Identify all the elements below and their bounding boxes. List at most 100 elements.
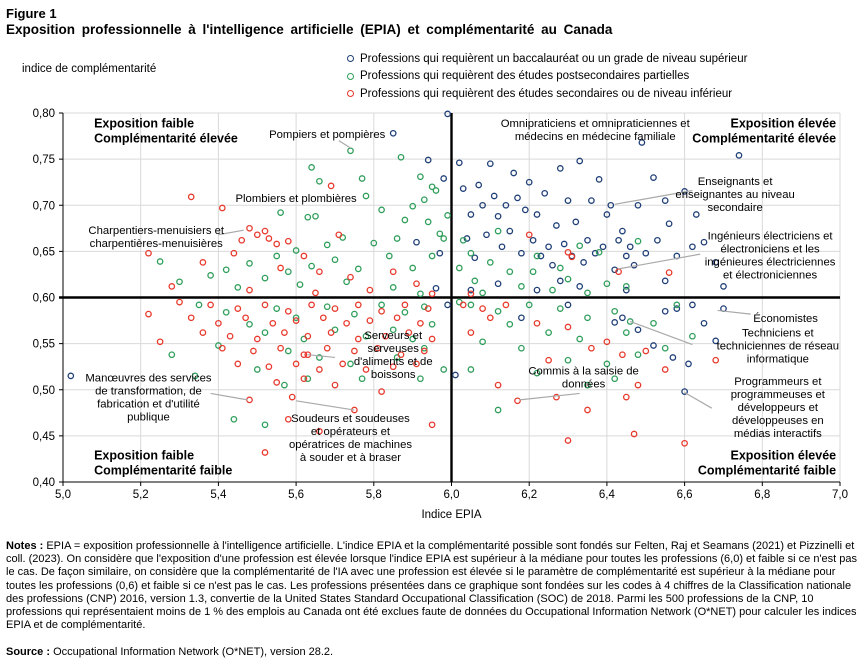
data-point (362, 366, 370, 373)
data-point (661, 197, 669, 204)
data-point (518, 283, 525, 290)
data-point (619, 351, 626, 359)
y-tick-label: 0,70 (33, 200, 55, 212)
data-point (712, 259, 720, 266)
data-point (471, 277, 479, 285)
data-point (273, 379, 281, 386)
callout-lines (210, 140, 751, 411)
data-point (650, 319, 657, 327)
notes-body: EPIA = exposition professionnelle à l'in… (6, 540, 857, 632)
data-point (541, 189, 549, 197)
data-point (389, 129, 397, 137)
data-point (389, 284, 397, 291)
annotation-manoeuvres: Manœuvres des services de transformation,… (85, 373, 212, 424)
data-point (681, 388, 688, 395)
data-point (304, 332, 312, 340)
data-point (619, 227, 626, 235)
data-point (444, 301, 451, 309)
data-point (413, 280, 420, 288)
data-point (545, 356, 552, 364)
data-point (467, 249, 475, 257)
data-point (611, 375, 619, 383)
data-point (401, 216, 409, 224)
data-point (176, 278, 183, 286)
data-point (440, 175, 448, 182)
annotation-economistes: Économistes (753, 312, 818, 325)
data-point (168, 351, 176, 359)
x-tick-label: 7,0 (832, 489, 848, 501)
data-point (316, 354, 323, 361)
data-point (622, 393, 630, 401)
data-point (467, 211, 475, 218)
quadrant-label-top-right: Exposition élevée Complémentarité élevée (692, 116, 836, 145)
data-point (689, 301, 696, 309)
data-point (246, 286, 253, 294)
data-point (595, 248, 603, 256)
data-point (498, 243, 506, 251)
data-point (436, 230, 444, 238)
data-point (440, 235, 448, 242)
data-point (230, 249, 238, 257)
data-point (261, 421, 269, 429)
data-point (401, 301, 409, 309)
legend-item-baccalaureat: Professions qui requièrent un baccalauré… (347, 50, 747, 68)
data-point (397, 351, 405, 359)
data-point (428, 183, 436, 191)
data-point (564, 323, 572, 331)
quadrant-labels: Exposition faible Complémentarité élevée E… (94, 116, 836, 477)
data-point (634, 326, 642, 334)
annotation-pompiers: Pompiers et pompières (269, 129, 386, 141)
data-point (459, 185, 467, 192)
annotation-commis: Commis à la saisie de données (528, 365, 639, 390)
data-point (654, 236, 661, 244)
data-point (191, 372, 199, 380)
annotation-soudeurs: Soudeurs et soudeuses et opérateurs et opé… (289, 413, 412, 464)
data-point (358, 375, 366, 383)
y-tick-label: 0,55 (33, 339, 55, 351)
data-point (145, 310, 152, 318)
data-point (417, 173, 424, 181)
x-tick-label: 5,2 (133, 489, 149, 501)
data-point (537, 252, 545, 260)
data-point (250, 347, 257, 355)
data-point (626, 318, 634, 325)
data-point (486, 259, 494, 266)
data-point (195, 301, 203, 309)
figure-title: Exposition professionnelle à l'intellige… (6, 22, 613, 37)
data-point (518, 344, 525, 352)
data-point (665, 269, 673, 276)
data-point (304, 375, 312, 383)
data-point (420, 196, 428, 204)
data-point (436, 249, 444, 257)
data-point (518, 314, 525, 322)
data-point (370, 239, 378, 247)
y-tick-label: 0,65 (33, 246, 55, 258)
data-point (712, 337, 720, 345)
data-point (292, 360, 300, 368)
data-point (281, 381, 288, 389)
data-point (397, 153, 405, 161)
data-point (556, 264, 564, 272)
data-point (261, 301, 269, 309)
source-body: Occupational Information Network (O*NET)… (53, 646, 334, 658)
data-point (145, 249, 152, 257)
data-point (199, 259, 207, 266)
data-point (576, 242, 584, 250)
data-point (417, 290, 424, 298)
data-point (378, 301, 385, 309)
data-point (564, 356, 572, 364)
data-point (700, 319, 708, 327)
data-point (622, 329, 630, 336)
data-point (479, 201, 486, 209)
data-point (455, 159, 463, 167)
data-point (187, 193, 195, 201)
data-point (417, 375, 424, 383)
annotation-serveurs: Serveurs et serveuses d'aliments et de bois… (354, 330, 433, 381)
data-point (556, 165, 564, 172)
data-point (226, 332, 234, 340)
data-point (339, 360, 347, 368)
data-point (568, 253, 576, 261)
data-point (428, 320, 436, 328)
data-point (689, 243, 696, 251)
